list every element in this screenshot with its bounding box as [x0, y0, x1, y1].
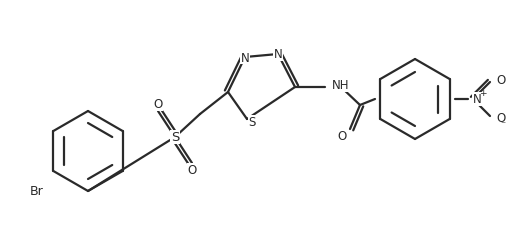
- Text: ⁻: ⁻: [500, 119, 506, 129]
- Text: S: S: [171, 131, 179, 144]
- Text: +: +: [479, 89, 487, 98]
- Text: N: N: [473, 93, 482, 106]
- Text: O: O: [187, 164, 196, 177]
- Text: NH: NH: [332, 79, 349, 92]
- Text: S: S: [249, 116, 256, 129]
- Text: O: O: [496, 112, 506, 125]
- Text: N: N: [241, 51, 250, 64]
- Text: Br: Br: [29, 185, 43, 198]
- Text: O: O: [496, 74, 506, 87]
- Text: N: N: [273, 48, 282, 61]
- Text: O: O: [153, 98, 162, 111]
- Text: O: O: [337, 130, 347, 143]
